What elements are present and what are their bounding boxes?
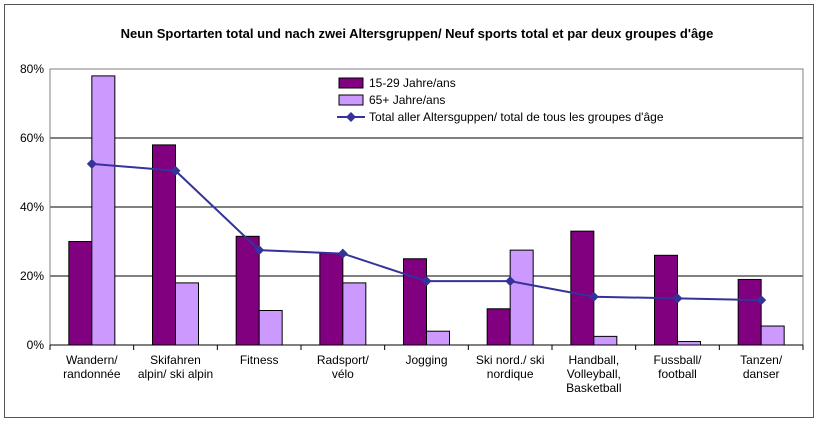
legend: 15-29 Jahre/ans 65+ Jahre/ans Total aller …	[337, 76, 664, 124]
y-tick-label: 0%	[27, 338, 45, 352]
total-point	[170, 165, 181, 176]
bar-age-15-29	[654, 254, 678, 346]
total-point	[672, 293, 683, 304]
category-label-line: Jogging	[405, 353, 447, 367]
category-label-line: Wandern/	[66, 353, 118, 367]
category-label: Tanzen/danser	[740, 353, 783, 381]
category-label-line: football	[658, 367, 697, 381]
bar-age-65-plus	[258, 310, 283, 346]
bar-age-65-plus	[426, 330, 450, 346]
total-point	[588, 291, 599, 302]
category-label-line: nordique	[487, 367, 534, 381]
legend-marker	[346, 112, 356, 122]
category-label: Jogging	[405, 353, 447, 367]
category-label-line: Handball,	[568, 353, 619, 367]
category-label: Ski nord./ ski nordique	[476, 353, 545, 381]
bar-age-15-29	[737, 278, 762, 346]
total-point	[756, 295, 767, 306]
category-label-line: danser	[743, 367, 780, 381]
legend-label: 65+ Jahre/ans	[369, 93, 445, 107]
category-label: Skifahren alpin/ ski alpin	[138, 353, 213, 381]
category-label-line: Basketball	[566, 381, 621, 395]
category-label-line: alpin/ ski alpin	[138, 367, 213, 381]
bar-age-65-plus	[593, 335, 618, 346]
bar-age-65-plus	[91, 75, 116, 346]
bar-age-65-plus	[509, 249, 534, 346]
category-label-line: vélo	[332, 367, 354, 381]
category-label: Radsport/vélo	[317, 353, 370, 381]
category-label: Fitness	[240, 353, 279, 367]
y-tick-label: 20%	[20, 269, 44, 283]
bar-age-65-plus	[175, 282, 199, 346]
bar-age-65-plus	[342, 282, 367, 346]
legend-swatch	[338, 77, 364, 89]
chart-title: Neun Sportarten total und nach zwei Alte…	[121, 26, 714, 41]
category-label-line: Radsport/	[317, 353, 370, 367]
total-point	[337, 248, 348, 259]
category-label-line: Tanzen/	[740, 353, 783, 367]
bar-age-15-29	[403, 258, 427, 346]
bar-age-65-plus	[760, 325, 785, 346]
y-tick-label: 60%	[20, 131, 44, 145]
bar-age-15-29	[319, 253, 344, 346]
total-point	[505, 276, 516, 287]
legend-label: 15-29 Jahre/ans	[369, 76, 456, 90]
y-tick-label: 40%	[20, 200, 44, 214]
category-label-line: Skifahren	[150, 353, 201, 367]
legend-label: Total aller Altersguppen/ total de tous …	[369, 110, 664, 124]
category-label: Handball, Volleyball, Basketball	[566, 353, 621, 395]
legend-swatch	[338, 94, 364, 106]
category-label-line: Fussball/	[653, 353, 702, 367]
y-tick-label: 80%	[20, 62, 44, 76]
bar-age-15-29	[68, 241, 93, 346]
bar-age-15-29	[152, 144, 176, 346]
category-label-line: Ski nord./ ski	[476, 353, 545, 367]
category-label: Fussball/football	[653, 353, 702, 381]
category-label-line: randonnée	[63, 367, 121, 381]
chart-frame: Neun Sportarten total und nach zwei Alte…	[4, 4, 814, 418]
bar-age-65-plus	[677, 341, 701, 346]
total-point	[86, 158, 97, 169]
chart-canvas: Neun Sportarten total und nach zwei Alte…	[20, 26, 804, 395]
total-point	[421, 276, 432, 287]
category-label: Wandern/randonnée	[63, 353, 121, 381]
bar-age-15-29	[235, 235, 260, 346]
bar-age-15-29	[570, 230, 595, 346]
bar-age-15-29	[486, 308, 511, 346]
category-label-line: Fitness	[240, 353, 279, 367]
category-label-line: Volleyball,	[567, 367, 621, 381]
plot-area: 0% 20% 40% 60% 80% Wandern/randonnée Skifahren…	[20, 62, 804, 395]
